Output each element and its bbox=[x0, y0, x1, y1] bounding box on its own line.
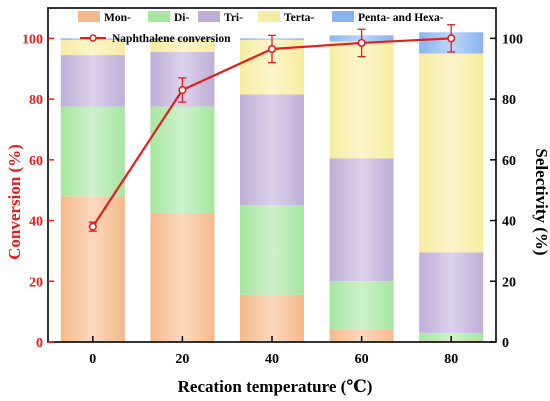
legend-label-line: Naphthalene conversion bbox=[112, 33, 231, 45]
bar-mon-20 bbox=[150, 212, 215, 342]
bar-mon-0 bbox=[60, 196, 125, 342]
y-left-tick-label-100: 100 bbox=[22, 32, 43, 47]
bar-tri-0 bbox=[60, 55, 125, 107]
legend-label-2: Tri- bbox=[224, 12, 243, 24]
legend-label-1: Di- bbox=[174, 12, 190, 24]
legend: Mon- Di- Tri- Terta- Penta- and Hexa- Naphtha… bbox=[78, 11, 444, 45]
y-left-tick-label-0: 0 bbox=[36, 336, 43, 351]
legend-swatch-2 bbox=[198, 11, 220, 22]
bar-di-0 bbox=[60, 106, 125, 197]
y-left-tick-label-40: 40 bbox=[29, 215, 43, 230]
bar-mon-60 bbox=[329, 329, 394, 342]
conversion-point-40 bbox=[267, 44, 277, 54]
legend-swatch-3 bbox=[258, 11, 280, 22]
x-tick-label-80: 80 bbox=[444, 352, 458, 367]
legend-label-0: Mon- bbox=[104, 12, 131, 24]
bar-tri-40 bbox=[240, 94, 304, 206]
bar-terta-80 bbox=[419, 53, 484, 253]
y-left-tick-label-60: 60 bbox=[29, 154, 43, 169]
x-tick-label-0: 0 bbox=[89, 352, 96, 367]
y-axis-right-title: Selectivity (%) bbox=[532, 148, 550, 255]
bar-tri-80 bbox=[419, 252, 484, 333]
x-tick-label-60: 60 bbox=[355, 352, 369, 367]
x-axis-title: Recation temperature (℃) bbox=[178, 377, 373, 396]
legend-swatch-4 bbox=[332, 11, 354, 22]
y-axis-left-title: Conversion (%) bbox=[5, 144, 24, 260]
bar-di-60 bbox=[329, 281, 394, 330]
line-layer bbox=[88, 24, 456, 232]
x-tick-label-40: 40 bbox=[265, 352, 279, 367]
bar-terta-20 bbox=[150, 39, 215, 53]
y-right-tick-label-40: 40 bbox=[502, 215, 516, 230]
bar-tri-60 bbox=[329, 158, 394, 282]
legend-label-4: Penta- and Hexa- bbox=[358, 12, 444, 24]
y-left-tick-label-80: 80 bbox=[29, 93, 43, 108]
y-right-tick-label-0: 0 bbox=[502, 336, 509, 351]
bar-mon-40 bbox=[240, 294, 304, 342]
conversion-point-80 bbox=[447, 34, 456, 43]
x-tick-label-20: 20 bbox=[175, 352, 189, 367]
y-right-tick-label-80: 80 bbox=[502, 93, 516, 108]
y-right-tick-label-100: 100 bbox=[502, 32, 523, 47]
y-right-tick-label-20: 20 bbox=[502, 275, 516, 290]
bar-terta-0 bbox=[60, 39, 125, 56]
conversion-point-20 bbox=[178, 85, 187, 95]
bar-terta-60 bbox=[329, 41, 394, 159]
bar-di-40 bbox=[240, 205, 304, 295]
bars-layer bbox=[60, 32, 484, 342]
conversion-point-0 bbox=[88, 222, 97, 231]
y-left-tick-label-20: 20 bbox=[29, 275, 43, 290]
legend-label-3: Terta- bbox=[284, 12, 314, 24]
conversion-point-60 bbox=[357, 38, 366, 48]
legend-swatch-0 bbox=[78, 11, 100, 22]
legend-swatch-1 bbox=[148, 11, 170, 22]
legend-line-marker bbox=[89, 34, 97, 42]
bar-pentaandhexa-20 bbox=[150, 38, 215, 40]
axes-layer: 0 20 40 60 80 100 0 20 40 60 80 100 0 20 40 60 80 bbox=[22, 7, 523, 367]
y-right-tick-label-60: 60 bbox=[502, 154, 516, 169]
